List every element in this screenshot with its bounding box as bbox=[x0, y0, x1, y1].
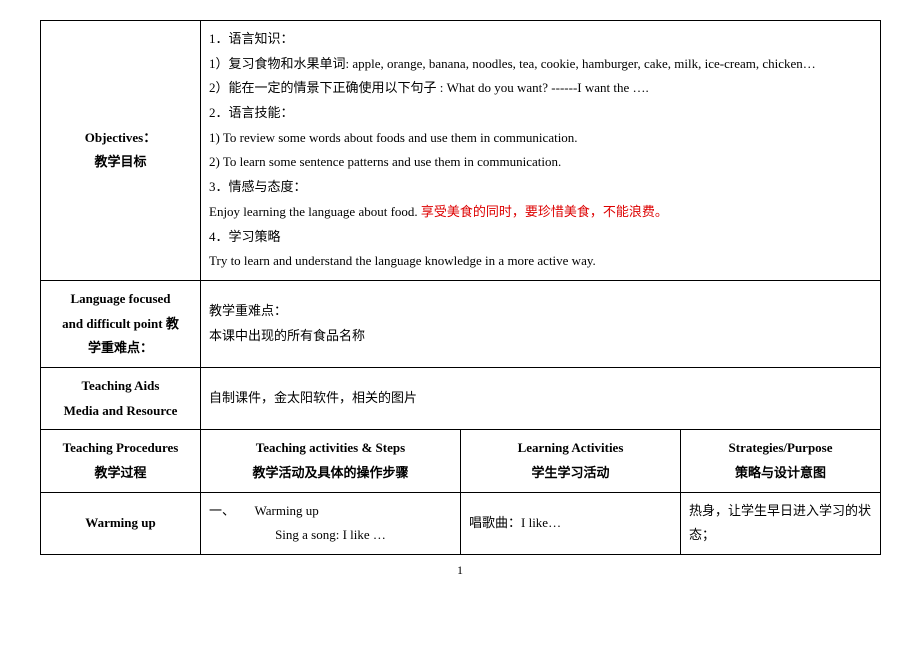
proc-label-cell: Teaching Procedures 教学过程 bbox=[41, 430, 201, 492]
focus-label-cell: Language focused and difficult point 教 学… bbox=[41, 280, 201, 367]
obj-line: 2) To learn some sentence patterns and u… bbox=[209, 150, 872, 175]
objectives-label-en: Objectives： bbox=[49, 126, 192, 151]
warm-c1: 一、 Warming up Sing a song: I like … bbox=[201, 492, 461, 554]
obj-line: 1）复习食物和水果单词: apple, orange, banana, nood… bbox=[209, 52, 872, 77]
proc-h2a: Learning Activities bbox=[469, 436, 672, 461]
proc-label-l2: 教学过程 bbox=[49, 461, 192, 486]
aids-label-l1: Teaching Aids bbox=[49, 374, 192, 399]
proc-label-l1: Teaching Procedures bbox=[49, 436, 192, 461]
row-focus: Language focused and difficult point 教 学… bbox=[41, 280, 881, 367]
focus-line: 本课中出现的所有食品名称 bbox=[209, 324, 872, 349]
focus-content: 教学重难点： 本课中出现的所有食品名称 bbox=[201, 280, 881, 367]
obj-line: 3．情感与态度： bbox=[209, 175, 872, 200]
warm-c1b: Sing a song: I like … bbox=[209, 523, 452, 548]
warm-c1a: 一、 Warming up bbox=[209, 499, 452, 524]
obj-line: 1) To review some words about foods and … bbox=[209, 126, 872, 151]
warm-c3: 热身，让学生早日进入学习的状态； bbox=[681, 492, 881, 554]
obj-text-red: 享受美食的同时，要珍惜美食，不能浪费。 bbox=[421, 204, 668, 219]
objectives-content: 1．语言知识： 1）复习食物和水果单词: apple, orange, bana… bbox=[201, 21, 881, 281]
obj-line: 2）能在一定的情景下正确使用以下句子 : What do you want? -… bbox=[209, 76, 872, 101]
objectives-label-cn: 教学目标 bbox=[49, 150, 192, 175]
focus-label-l2: and difficult point 教 bbox=[49, 312, 192, 337]
proc-h3a: Strategies/Purpose bbox=[689, 436, 872, 461]
warm-c2: 唱歌曲：I like… bbox=[461, 492, 681, 554]
obj-line: 1．语言知识： bbox=[209, 27, 872, 52]
row-warming: Warming up 一、 Warming up Sing a song: I … bbox=[41, 492, 881, 554]
obj-line: 4．学习策略 bbox=[209, 225, 872, 250]
obj-text: Enjoy learning the language about food. bbox=[209, 204, 421, 219]
proc-h2: Learning Activities 学生学习活动 bbox=[461, 430, 681, 492]
proc-h3: Strategies/Purpose 策略与设计意图 bbox=[681, 430, 881, 492]
aids-content: 自制课件，金太阳软件，相关的图片 bbox=[201, 367, 881, 429]
focus-label-l1: Language focused bbox=[49, 287, 192, 312]
row-aids: Teaching Aids Media and Resource 自制课件，金太… bbox=[41, 367, 881, 429]
proc-h1a: Teaching activities & Steps bbox=[209, 436, 452, 461]
aids-label-l2: Media and Resource bbox=[49, 399, 192, 424]
proc-h1: Teaching activities & Steps 教学活动及具体的操作步骤 bbox=[201, 430, 461, 492]
obj-line: 2．语言技能： bbox=[209, 101, 872, 126]
obj-line: Try to learn and understand the language… bbox=[209, 249, 872, 274]
focus-line: 教学重难点： bbox=[209, 299, 872, 324]
row-proc-header: Teaching Procedures 教学过程 Teaching activi… bbox=[41, 430, 881, 492]
aids-label-cell: Teaching Aids Media and Resource bbox=[41, 367, 201, 429]
page-number: 1 bbox=[40, 563, 880, 578]
proc-h2b: 学生学习活动 bbox=[469, 461, 672, 486]
obj-line-mixed: Enjoy learning the language about food. … bbox=[209, 200, 872, 225]
warm-label: Warming up bbox=[41, 492, 201, 554]
objectives-label-cell: Objectives： 教学目标 bbox=[41, 21, 201, 281]
lesson-plan-table: Objectives： 教学目标 1．语言知识： 1）复习食物和水果单词: ap… bbox=[40, 20, 881, 555]
focus-label-l3: 学重难点： bbox=[49, 336, 192, 361]
proc-h1b: 教学活动及具体的操作步骤 bbox=[209, 461, 452, 486]
row-objectives: Objectives： 教学目标 1．语言知识： 1）复习食物和水果单词: ap… bbox=[41, 21, 881, 281]
proc-h3b: 策略与设计意图 bbox=[689, 461, 872, 486]
